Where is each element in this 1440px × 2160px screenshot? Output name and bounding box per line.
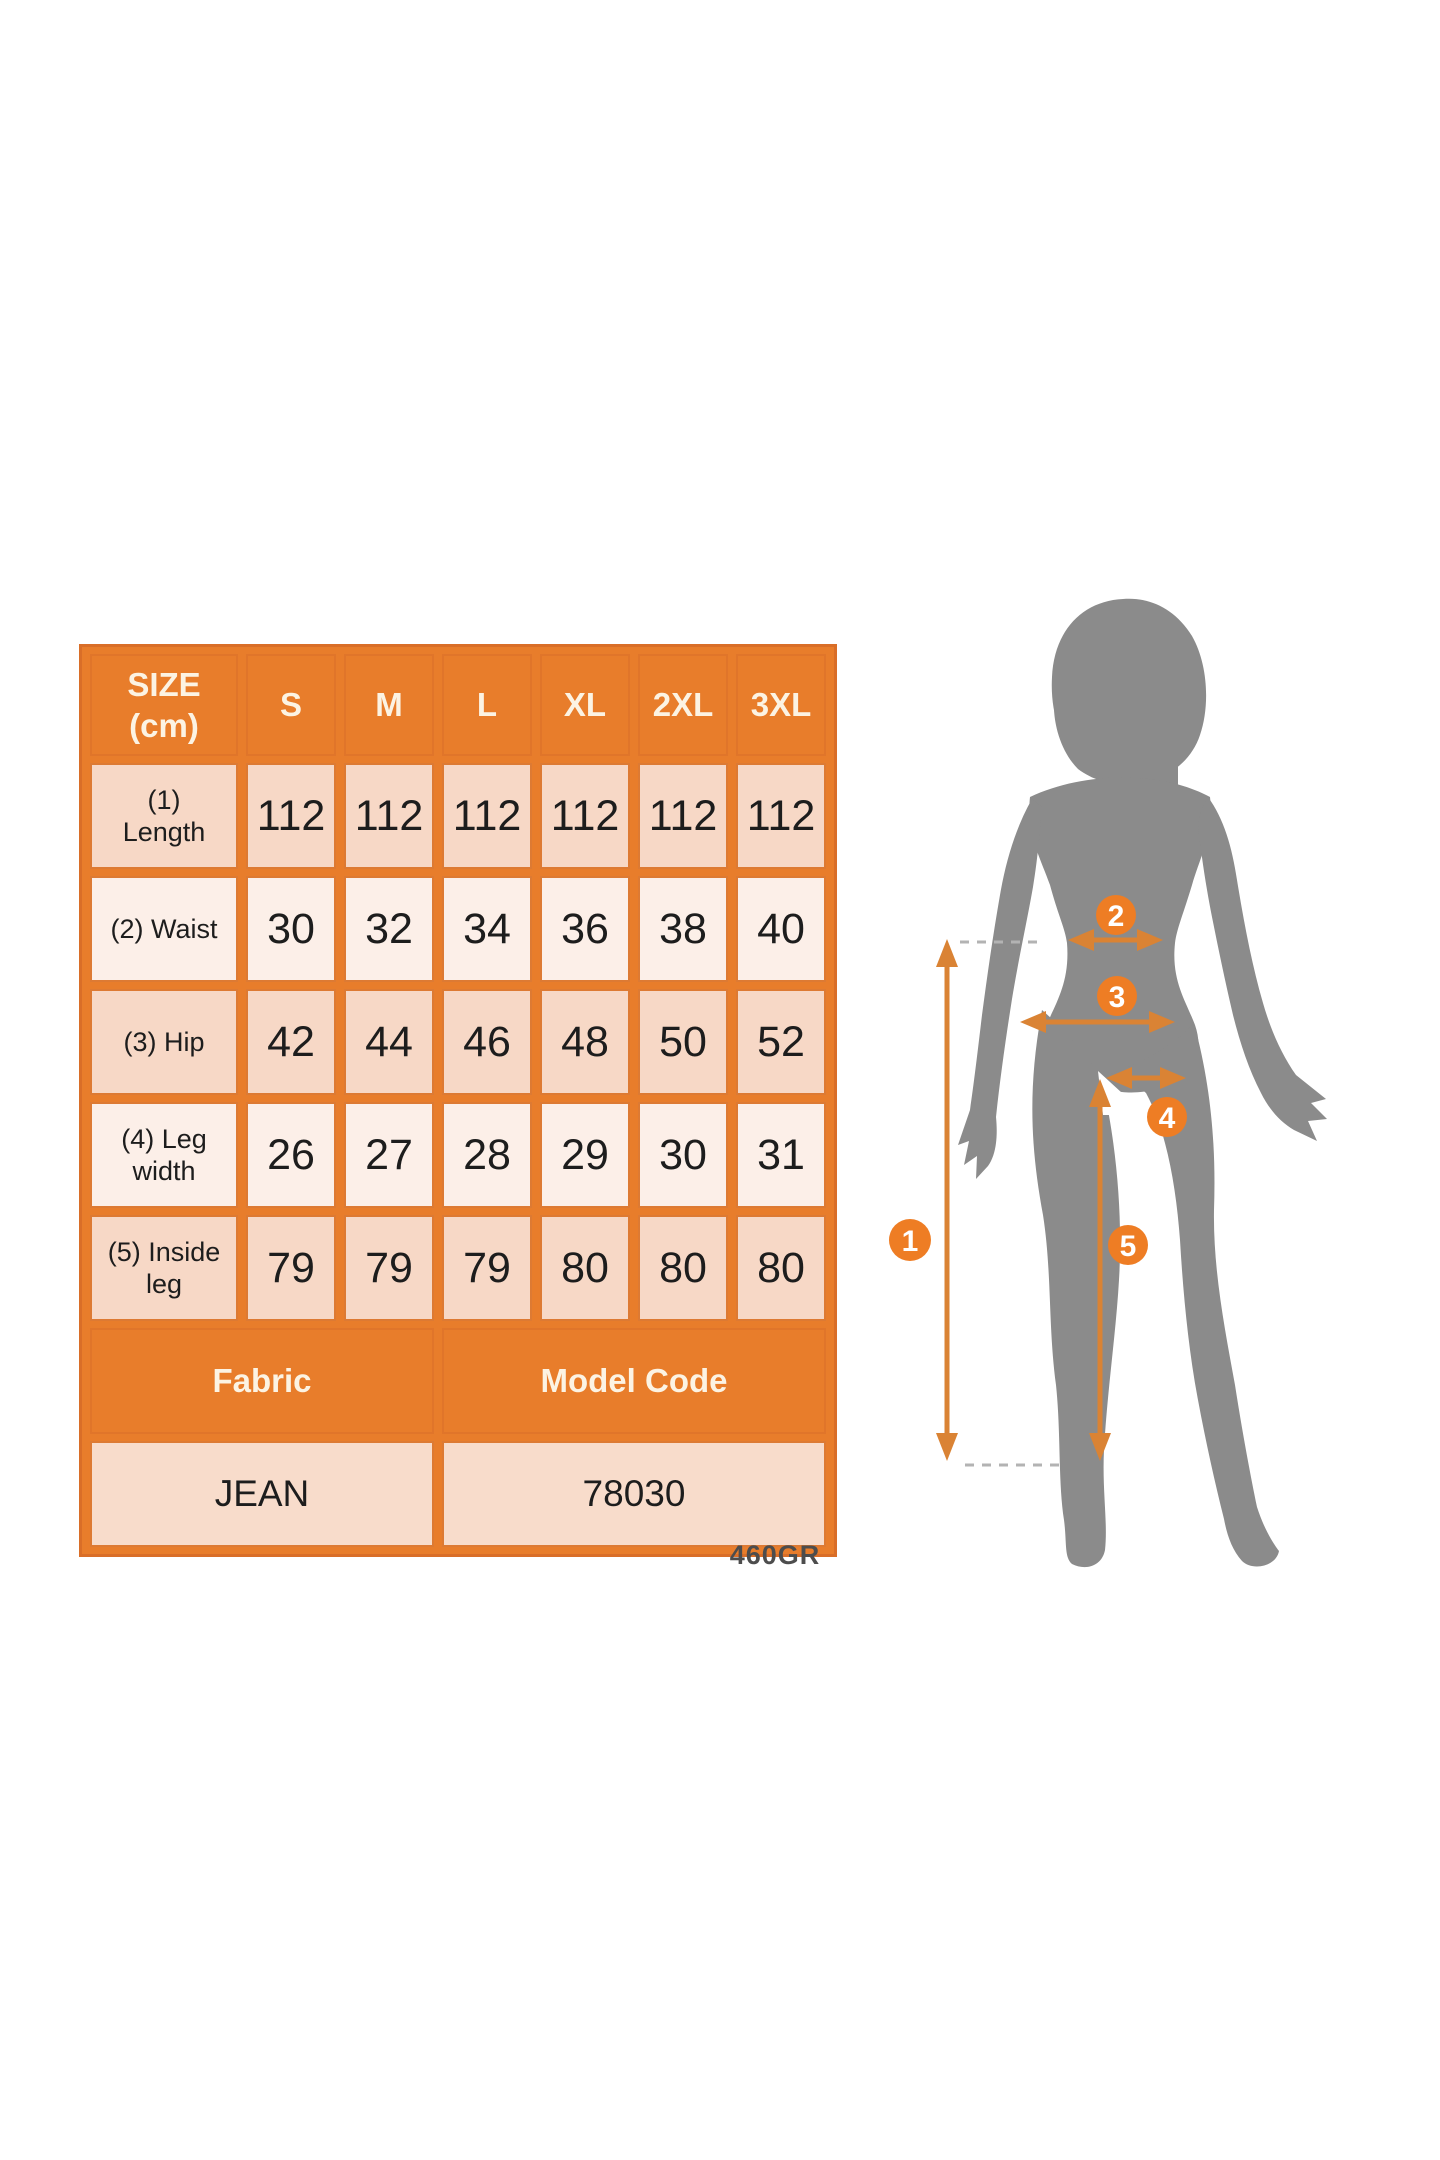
col-header-l: L: [442, 654, 532, 756]
header-row: SIZE (cm) S M L XL 2XL 3XL: [90, 654, 826, 756]
inside-leg-xl: 80: [540, 1215, 630, 1321]
waist-3xl: 40: [736, 876, 826, 982]
left-arm-shape: [958, 799, 1042, 1179]
leg-width-arrow: [1106, 1067, 1186, 1089]
marker-label-1: 1: [902, 1225, 919, 1258]
marker-label-2: 2: [1108, 900, 1125, 933]
size-unit-header: SIZE (cm): [90, 654, 238, 756]
waist-arrow: [1068, 929, 1163, 951]
torso-shape: [1029, 777, 1211, 1093]
col-header-m: M: [344, 654, 434, 756]
hip-xl: 48: [540, 989, 630, 1095]
length-xl: 112: [540, 763, 630, 869]
marker-circle-2: [1096, 895, 1136, 935]
leg-width-xl: 29: [540, 1102, 630, 1208]
marker-circle-3: [1097, 976, 1137, 1016]
col-header-2xl: 2XL: [638, 654, 728, 756]
body-silhouette-svg: 1 2 3 4 5: [889, 598, 1327, 1568]
row-label-waist: (2) Waist: [90, 876, 238, 982]
table-row-hip: (3) Hip 42 44 46 48 50 52: [90, 989, 826, 1095]
row-label-inside-leg: (5) Inside leg: [90, 1215, 238, 1321]
right-leg-shape: [1110, 1023, 1279, 1567]
leg-width-m: 27: [344, 1102, 434, 1208]
leg-width-3xl: 31: [736, 1102, 826, 1208]
inside-leg-2xl: 80: [638, 1215, 728, 1321]
length-s: 112: [246, 763, 336, 869]
col-header-3xl: 3XL: [736, 654, 826, 756]
fabric-value: JEAN: [90, 1441, 434, 1547]
waist-l: 34: [442, 876, 532, 982]
table-row-length: (1) Length 112 112 112 112 112 112: [90, 763, 826, 869]
footer-header-row: Fabric Model Code: [90, 1328, 826, 1434]
fabric-header: Fabric: [90, 1328, 434, 1434]
marker-3: 3: [1097, 976, 1137, 1016]
leg-width-s: 26: [246, 1102, 336, 1208]
marker-4: 4: [1147, 1097, 1187, 1137]
row-label-hip: (3) Hip: [90, 989, 238, 1095]
length-m: 112: [344, 763, 434, 869]
marker-2: 2: [1096, 895, 1136, 935]
hip-s: 42: [246, 989, 336, 1095]
waist-xl: 36: [540, 876, 630, 982]
inside-leg-m: 79: [344, 1215, 434, 1321]
table-row-inside-leg: (5) Inside leg 79 79 79 80 80 80: [90, 1215, 826, 1321]
table-row-waist: (2) Waist 30 32 34 36 38 40: [90, 876, 826, 982]
crotch-notch: [1098, 1071, 1146, 1115]
marker-1: 1: [889, 1219, 931, 1261]
model-code-header: Model Code: [442, 1328, 826, 1434]
leg-width-l: 28: [442, 1102, 532, 1208]
length-arrow: [936, 939, 958, 1461]
marker-label-5: 5: [1120, 1230, 1137, 1263]
length-l: 112: [442, 763, 532, 869]
marker-label-3: 3: [1109, 981, 1126, 1014]
hip-arrow: [1020, 1011, 1175, 1033]
footer-values-row: JEAN 78030: [90, 1441, 826, 1547]
hip-m: 44: [344, 989, 434, 1095]
body-silhouette: [958, 598, 1327, 1568]
length-3xl: 112: [736, 763, 826, 869]
hip-2xl: 50: [638, 989, 728, 1095]
marker-5: 5: [1108, 1225, 1148, 1265]
weight-note: 460GR: [729, 1540, 821, 1570]
length-2xl: 112: [638, 763, 728, 869]
table-row-leg-width: (4) Leg width 26 27 28 29 30 31: [90, 1102, 826, 1208]
right-arm-shape: [1198, 797, 1327, 1141]
col-header-s: S: [246, 654, 336, 756]
waist-s: 30: [246, 876, 336, 982]
waist-2xl: 38: [638, 876, 728, 982]
marker-circle-1: [889, 1219, 931, 1261]
marker-circle-4: [1147, 1097, 1187, 1137]
row-label-length: (1) Length: [90, 763, 238, 869]
marker-label-4: 4: [1159, 1102, 1176, 1135]
waist-m: 32: [344, 876, 434, 982]
inside-leg-l: 79: [442, 1215, 532, 1321]
row-label-leg-width: (4) Leg width: [90, 1102, 238, 1208]
hip-3xl: 52: [736, 989, 826, 1095]
model-code-value: 78030: [442, 1441, 826, 1547]
measurement-figure: 1 2 3 4 5: [880, 585, 1360, 1595]
hip-l: 46: [442, 989, 532, 1095]
leg-width-2xl: 30: [638, 1102, 728, 1208]
marker-circle-5: [1108, 1225, 1148, 1265]
col-header-xl: XL: [540, 654, 630, 756]
inside-leg-s: 79: [246, 1215, 336, 1321]
inside-leg-arrow: [1089, 1079, 1111, 1461]
inside-leg-3xl: 80: [736, 1215, 826, 1321]
size-chart-table: SIZE (cm) S M L XL 2XL 3XL (1) Length 11…: [79, 644, 837, 1557]
